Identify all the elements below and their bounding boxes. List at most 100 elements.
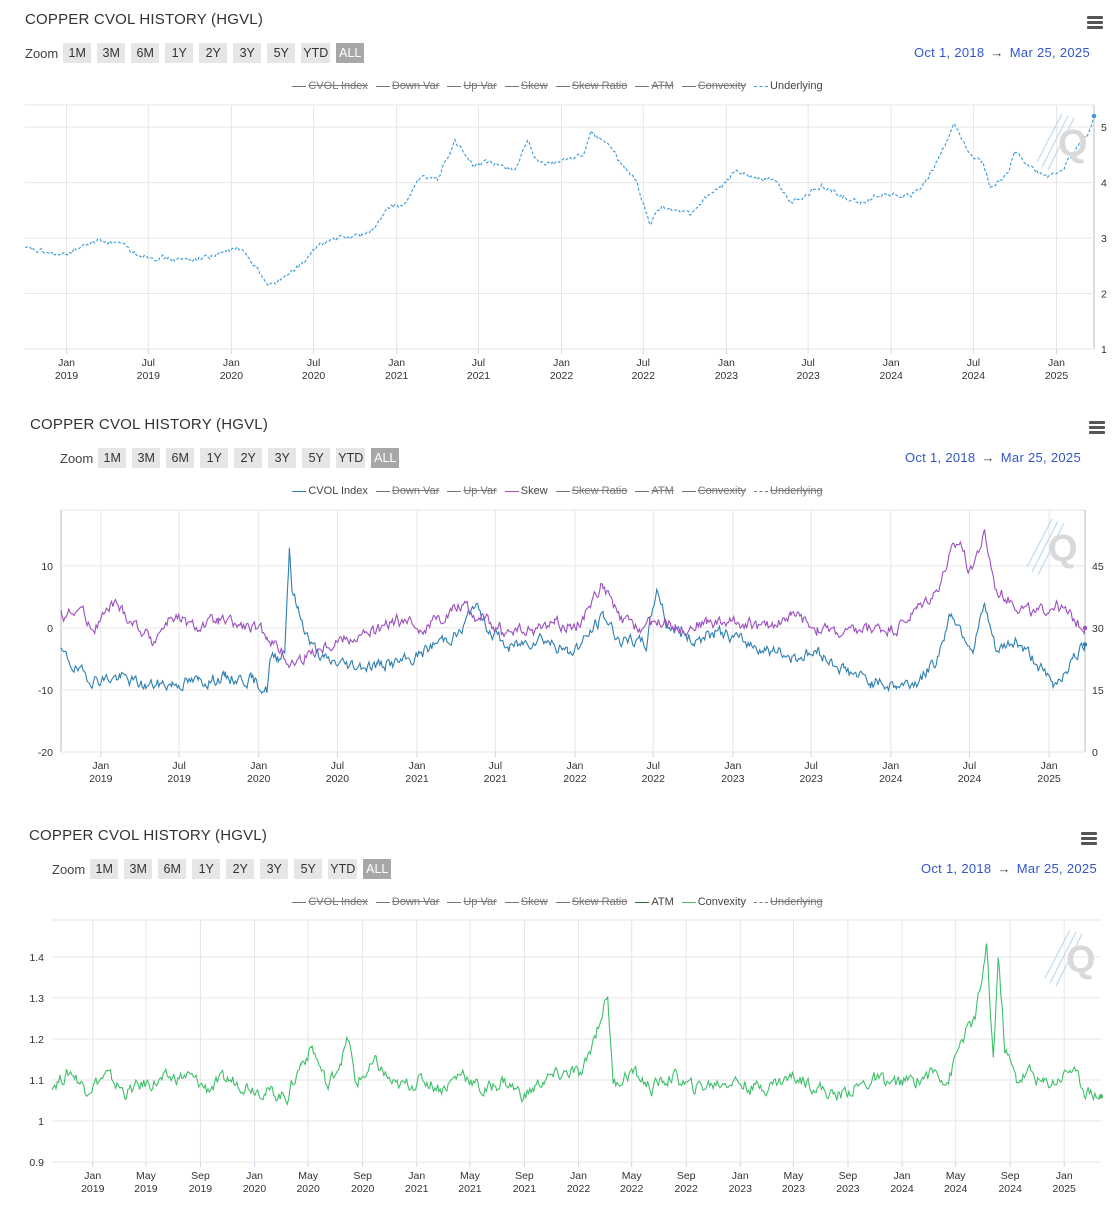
x-tick-label-month: Jan	[882, 760, 899, 772]
legend-item-atm[interactable]: ATM	[635, 485, 674, 497]
range-end[interactable]: Mar 25, 2025	[1016, 861, 1097, 876]
legend-line-icon	[754, 901, 769, 903]
zoom-1y-button[interactable]: 1Y	[192, 859, 221, 879]
x-tick-label-month: Jan	[1048, 357, 1065, 369]
legend-line-icon	[635, 490, 650, 492]
zoom-ytd-button[interactable]: YTD	[328, 859, 358, 879]
legend-item-cvol-index[interactable]: CVOL Index	[292, 485, 368, 497]
range-end[interactable]: Mar 25, 2025	[1000, 450, 1081, 465]
watermark-logo-icon: Q	[1040, 928, 1100, 988]
zoom-6m-button[interactable]: 6M	[166, 448, 195, 468]
chart-plot: Jan2019Jul2019Jan2020Jul2020Jan2021Jul20…	[38, 509, 1104, 785]
legend-line-icon	[375, 490, 390, 492]
x-tick-label-year: 2019	[134, 1183, 158, 1195]
zoom-all-button[interactable]: ALL	[371, 448, 400, 468]
range-start[interactable]: Oct 1, 2018	[904, 450, 976, 465]
legend-item-up-var[interactable]: Up Var	[447, 485, 497, 497]
legend-item-underlying[interactable]: Underlying	[754, 80, 823, 92]
zoom-5y-button[interactable]: 5Y	[294, 859, 323, 879]
y-left-tick-label: 1.4	[29, 952, 44, 964]
legend-item-skew-ratio[interactable]: Skew Ratio	[555, 80, 628, 92]
x-tick-label-month: May	[460, 1170, 481, 1182]
legend-item-underlying[interactable]: Underlying	[754, 485, 823, 497]
x-tick-label-month: Jul	[963, 760, 976, 772]
x-tick-label-month: Jan	[883, 357, 900, 369]
chart-title: COPPER CVOL HISTORY (HGVL)	[25, 11, 264, 28]
zoom-6m-button[interactable]: 6M	[158, 859, 187, 879]
zoom-3y-button[interactable]: 3Y	[233, 43, 262, 63]
zoom-1y-button[interactable]: 1Y	[200, 448, 229, 468]
zoom-1m-button[interactable]: 1M	[90, 859, 119, 879]
zoom-ytd-button[interactable]: YTD	[301, 43, 331, 63]
hamburger-menu-icon[interactable]	[1089, 421, 1105, 435]
legend-line-icon	[375, 901, 390, 903]
legend-line-icon	[375, 85, 390, 87]
legend-item-convexity[interactable]: Convexity	[681, 485, 746, 497]
series-line-cvol-index	[60, 547, 1086, 695]
legend-item-convexity[interactable]: Convexity	[681, 80, 747, 92]
zoom-5y-button[interactable]: 5Y	[267, 43, 296, 63]
legend-line-icon	[635, 85, 650, 87]
zoom-all-button[interactable]: ALL	[363, 859, 392, 879]
legend-item-skew-ratio[interactable]: Skew Ratio	[555, 485, 628, 497]
watermark-letter: Q	[1066, 939, 1096, 981]
zoom-1y-button[interactable]: 1Y	[165, 43, 194, 63]
legend-item-cvol-index[interactable]: CVOL Index	[292, 896, 368, 908]
zoom-1m-button[interactable]: 1M	[98, 448, 127, 468]
legend-item-up-var[interactable]: Up Var	[447, 896, 497, 908]
zoom-ytd-button[interactable]: YTD	[336, 448, 366, 468]
x-tick-label-year: 2019	[55, 370, 79, 382]
legend-item-skew[interactable]: Skew	[504, 485, 548, 497]
x-tick-label-year: 2024	[962, 370, 986, 382]
legend-label: Down Var	[391, 485, 440, 497]
zoom-all-button[interactable]: ALL	[336, 43, 365, 63]
zoom-3m-button[interactable]: 3M	[97, 43, 126, 63]
zoom-3m-button[interactable]: 3M	[124, 859, 153, 879]
range-start[interactable]: Oct 1, 2018	[920, 861, 992, 876]
chart-plot: Jan2019Jul2019Jan2020Jul2020Jan2021Jul20…	[24, 104, 1107, 382]
legend-item-skew[interactable]: Skew	[504, 896, 548, 908]
hamburger-menu-icon[interactable]	[1087, 16, 1103, 30]
x-tick-label-year: 2022	[642, 773, 666, 785]
zoom-1m-button[interactable]: 1M	[63, 43, 92, 63]
zoom-2y-button[interactable]: 2Y	[226, 859, 255, 879]
zoom-5y-button[interactable]: 5Y	[302, 448, 331, 468]
legend-label: Skew Ratio	[571, 485, 628, 497]
legend-item-underlying[interactable]: Underlying	[754, 896, 823, 908]
zoom-3y-button[interactable]: 3Y	[260, 859, 289, 879]
zoom-2y-button[interactable]: 2Y	[234, 448, 263, 468]
zoom-3y-button[interactable]: 3Y	[268, 448, 297, 468]
legend-item-skew[interactable]: Skew	[504, 80, 548, 92]
x-tick-label-month: Jan	[388, 357, 405, 369]
watermark-svg: Q	[1026, 518, 1078, 576]
zoom-6m-button[interactable]: 6M	[131, 43, 160, 63]
legend-item-skew-ratio[interactable]: Skew Ratio	[555, 896, 627, 908]
legend-item-convexity[interactable]: Convexity	[681, 896, 746, 908]
x-tick-label-year: 2022	[620, 1183, 644, 1195]
legend-label: Skew Ratio	[571, 80, 628, 92]
legend-line-icon	[635, 901, 650, 903]
legend-item-down-var[interactable]: Down Var	[375, 80, 439, 92]
x-tick-label-year: 2021	[405, 773, 429, 785]
x-tick-label-month: Sep	[191, 1170, 210, 1182]
y-left-tick-label: -10	[38, 685, 53, 697]
zoom-2y-button[interactable]: 2Y	[199, 43, 228, 63]
legend-item-down-var[interactable]: Down Var	[375, 896, 439, 908]
legend-label: CVOL Index	[308, 896, 368, 908]
range-end[interactable]: Mar 25, 2025	[1009, 45, 1090, 60]
legend-item-cvol-index[interactable]: CVOL Index	[292, 80, 368, 92]
series-end-point	[1091, 113, 1097, 119]
x-tick-label-month: Jan	[1041, 760, 1058, 772]
legend-item-atm[interactable]: ATM	[635, 896, 674, 908]
legend-label: Up Var	[463, 80, 497, 92]
legend-item-down-var[interactable]: Down Var	[375, 485, 440, 497]
x-tick-label-year: 2024	[890, 1183, 914, 1195]
legend-item-atm[interactable]: ATM	[635, 80, 674, 92]
range-start[interactable]: Oct 1, 2018	[913, 45, 985, 60]
x-tick-label-year: 2023	[799, 773, 823, 785]
legend-item-up-var[interactable]: Up Var	[447, 80, 497, 92]
legend-label: Convexity	[697, 80, 747, 92]
hamburger-menu-icon[interactable]	[1081, 832, 1097, 846]
chart-plot: Jan2019May2019Sep2019Jan2020May2020Sep20…	[29, 919, 1104, 1195]
zoom-3m-button[interactable]: 3M	[132, 448, 161, 468]
